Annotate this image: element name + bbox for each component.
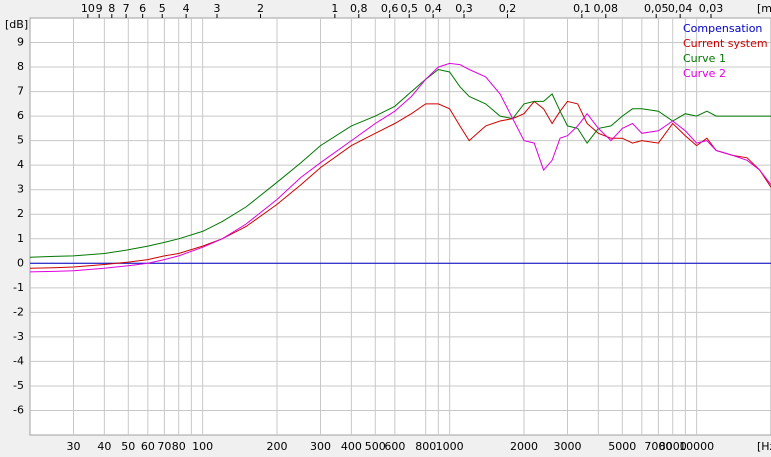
y-tick-label: -3 xyxy=(13,330,24,343)
x-tick-label: 500 xyxy=(365,440,386,453)
x-tick-label: 50 xyxy=(121,440,135,453)
x-tick-label: 80 xyxy=(172,440,186,453)
x2-tick-label: 6 xyxy=(139,2,146,15)
series-line xyxy=(29,100,771,269)
x-axis-label: [Hz xyxy=(757,440,771,453)
x-tick-label: 200 xyxy=(267,440,288,453)
x-tick-label: 400 xyxy=(341,440,362,453)
x-tick-label: 8000 xyxy=(659,440,687,453)
y-tick-label: -1 xyxy=(13,281,24,294)
y-tick-label: 7 xyxy=(17,85,24,98)
x-tick-label: 100 xyxy=(192,440,213,453)
x2-tick-label: 9 xyxy=(96,2,103,15)
x-tick-label: 5000 xyxy=(608,440,636,453)
y-tick-label: 6 xyxy=(17,109,24,122)
x2-tick-label: 0,8 xyxy=(350,2,368,15)
x-tick-label: 3000 xyxy=(553,440,581,453)
x2-tick-label: 0,3 xyxy=(455,2,473,15)
x2-tick-label: 8 xyxy=(108,2,115,15)
x2-axis-label: [m xyxy=(757,2,771,15)
y-tick-label: 3 xyxy=(17,183,24,196)
x2-tick-label: 0,6 xyxy=(381,2,399,15)
x2-tick-label: 2 xyxy=(257,2,264,15)
y-tick-label: 4 xyxy=(17,158,24,171)
y-tick-label: 9 xyxy=(17,36,24,49)
legend-entry: Current system xyxy=(683,37,768,50)
x-tick-label: 7000 xyxy=(644,440,672,453)
x2-tick-label: 0,2 xyxy=(499,2,517,15)
y-tick-label: 5 xyxy=(17,134,24,147)
x-tick-label: 1000 xyxy=(436,440,464,453)
y-tick-label: 2 xyxy=(17,207,24,220)
y-tick-label: -4 xyxy=(13,354,24,367)
plot-area xyxy=(29,17,771,436)
x2-tick-label: 10 xyxy=(81,2,95,15)
x2-tick-label: 4 xyxy=(183,2,190,15)
y-axis-label: [dB] xyxy=(5,18,28,31)
x2-tick-label: 5 xyxy=(159,2,166,15)
x2-tick-label: 0,4 xyxy=(424,2,442,15)
y-tick-label: 1 xyxy=(17,232,24,245)
x-tick-label: 300 xyxy=(310,440,331,453)
x-tick-label: 60 xyxy=(141,440,155,453)
x-tick-label: 600 xyxy=(384,440,405,453)
x2-tick-label: 1 xyxy=(331,2,338,15)
x-tick-label: 10000 xyxy=(679,440,714,453)
x2-tick-label: 0,05 xyxy=(644,2,669,15)
x-tick-label: 2000 xyxy=(510,440,538,453)
x-tick-label: 70 xyxy=(157,440,171,453)
x-tick-label: 40 xyxy=(97,440,111,453)
x2-tick-label: 0,1 xyxy=(573,2,591,15)
y-tick-label: -6 xyxy=(13,403,24,416)
legend-entry: Curve 1 xyxy=(683,52,726,65)
y-tick-label: -5 xyxy=(13,379,24,392)
y-tick-label: -2 xyxy=(13,305,24,318)
y-tick-label: 8 xyxy=(17,60,24,73)
x-tick-label: 800 xyxy=(415,440,436,453)
series-line xyxy=(29,62,771,273)
x2-tick-label: 0,03 xyxy=(699,2,724,15)
x2-tick-label: 7 xyxy=(123,2,130,15)
legend-entry: Compensation xyxy=(683,22,762,35)
x2-tick-label: 0,04 xyxy=(668,2,693,15)
x-tick-label: 30 xyxy=(66,440,80,453)
x2-tick-label: 3 xyxy=(214,2,221,15)
y-tick-label: 0 xyxy=(17,256,24,269)
x2-tick-label: 0,5 xyxy=(400,2,418,15)
legend-entry: Curve 2 xyxy=(683,67,726,80)
x2-tick-label: 0,08 xyxy=(594,2,619,15)
